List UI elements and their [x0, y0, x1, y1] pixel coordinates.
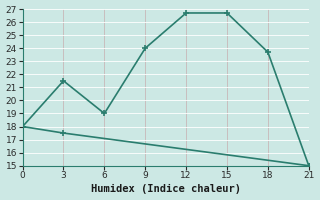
X-axis label: Humidex (Indice chaleur): Humidex (Indice chaleur) — [91, 184, 241, 194]
